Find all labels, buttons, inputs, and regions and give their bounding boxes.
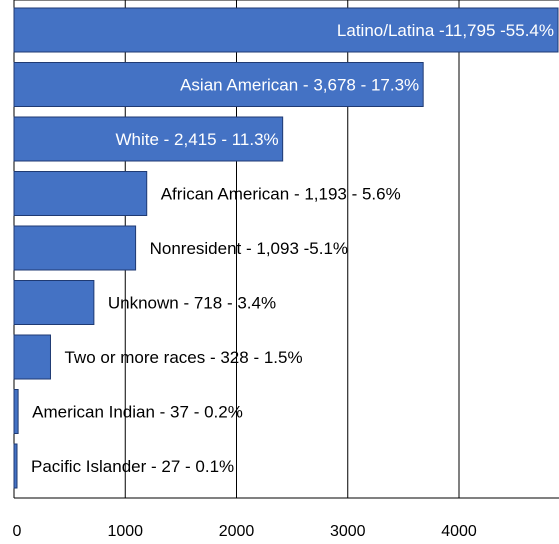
bar <box>13 334 51 380</box>
bar <box>13 116 284 162</box>
bar-label: Unknown - 718 - 3.4% <box>108 294 276 313</box>
x-tick-label: 3000 <box>330 523 366 540</box>
bar <box>13 225 137 271</box>
x-tick-label: 0 <box>13 523 22 540</box>
bar <box>13 7 559 53</box>
bar <box>13 443 18 489</box>
bar-label: Nonresident - 1,093 -5.1% <box>150 239 348 258</box>
bars: Latino/Latina -11,795 -55.4% Asian Americ… <box>13 7 559 489</box>
bar-label: American Indian - 37 - 0.2% <box>32 403 243 422</box>
x-tick-label: 4000 <box>441 523 477 540</box>
bar <box>13 171 148 216</box>
bar-label: White - 2,415 - 11.3% <box>116 130 279 149</box>
bar <box>13 62 424 107</box>
bar <box>13 389 19 434</box>
bar-label: Two or more races - 328 - 1.5% <box>64 348 302 367</box>
x-axis-ticks: 0 1000 2000 3000 4000 <box>13 523 477 540</box>
bar-label: Pacific Islander - 27 - 0.1% <box>31 457 234 476</box>
bar-label: Latino/Latina -11,795 -55.4% <box>337 21 554 40</box>
bar <box>13 280 95 325</box>
bar-label: Asian American - 3,678 - 17.3% <box>180 76 419 95</box>
x-tick-label: 2000 <box>219 523 255 540</box>
bar-label: African American - 1,193 - 5.6% <box>161 185 401 204</box>
x-tick-label: 1000 <box>107 523 143 540</box>
